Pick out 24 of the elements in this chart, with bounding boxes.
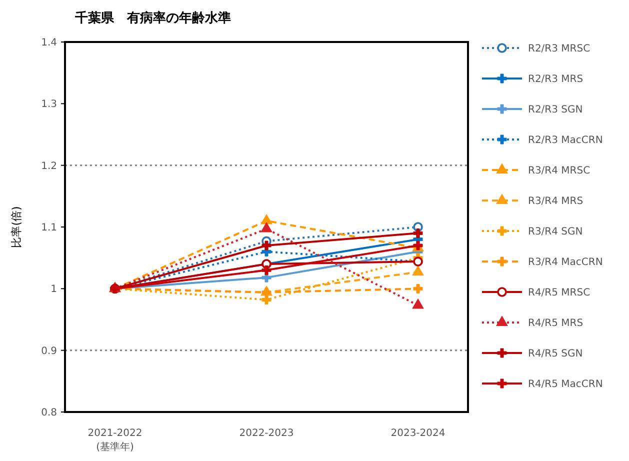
x-tick-label: 2021-2022 (基準年) — [88, 428, 142, 453]
x-tick-label: 2023-2024 — [390, 428, 446, 439]
chart-title: 千葉県 有病率の年齢水準 — [74, 10, 231, 26]
y-tick-label: 1.3 — [41, 99, 57, 110]
legend-label: R4/R5 SGN — [528, 348, 583, 360]
y-tick-label: 1.4 — [41, 38, 57, 48]
legend-label: R2/R3 MacCRN — [528, 135, 603, 146]
legend-label: R2/R3 MRS — [528, 74, 584, 85]
legend-label: R3/R4 MRSC — [528, 166, 590, 176]
legend-label: R3/R4 MacCRN — [528, 257, 603, 268]
legend-label: R2/R3 MRSC — [528, 44, 590, 54]
y-tick-label: 0.9 — [41, 346, 57, 357]
legend-label: R4/R5 MRS — [528, 318, 584, 329]
y-tick-label: 1.2 — [41, 160, 57, 172]
y-tick-label: 1.1 — [41, 222, 57, 234]
y-tick-label: 1 — [50, 284, 57, 296]
legend-label: R3/R4 SGN — [528, 226, 583, 238]
y-tick-label: 0.8 — [41, 408, 57, 418]
legend-label: R3/R4 MRS — [528, 196, 584, 207]
legend-label: R2/R3 SGN — [528, 104, 583, 116]
y-axis-title: 比率(倍) — [10, 206, 23, 248]
x-tick-label: 2022-2023 — [239, 428, 294, 439]
legend-label: R4/R5 MacCRN — [528, 379, 603, 390]
legend-label: R4/R5 MRSC — [528, 288, 590, 298]
